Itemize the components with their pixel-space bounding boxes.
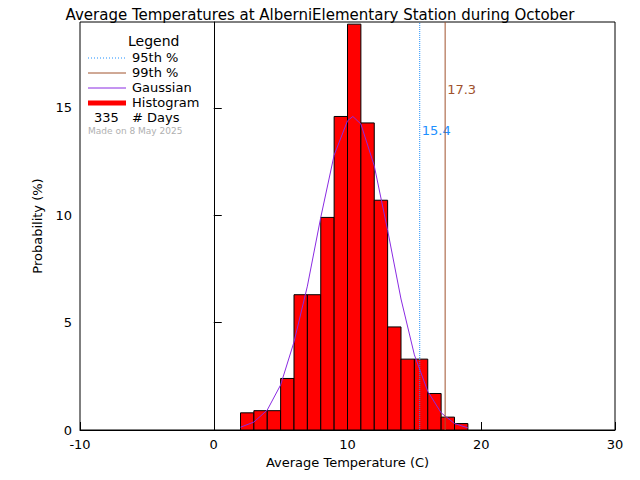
svg-text:335: 335 [94, 110, 119, 125]
svg-text:30: 30 [607, 437, 624, 452]
svg-text:Probability (%): Probability (%) [30, 178, 45, 273]
svg-text:# Days: # Days [132, 110, 180, 125]
svg-text:99th %: 99th % [132, 65, 178, 80]
svg-text:10: 10 [339, 437, 356, 452]
svg-text:Average Temperatures at Albern: Average Temperatures at AlberniElementar… [66, 6, 576, 24]
svg-text:5: 5 [64, 315, 72, 330]
svg-text:20: 20 [473, 437, 490, 452]
svg-text:10: 10 [55, 208, 72, 223]
svg-text:15.4: 15.4 [422, 123, 451, 138]
svg-text:0: 0 [64, 423, 72, 438]
svg-text:0: 0 [210, 437, 218, 452]
svg-text:Histogram: Histogram [132, 95, 199, 110]
svg-text:Average Temperature (C): Average Temperature (C) [266, 455, 429, 470]
svg-text:Gaussian: Gaussian [132, 80, 192, 95]
svg-text:95th %: 95th % [132, 50, 178, 65]
svg-text:17.3: 17.3 [447, 82, 476, 97]
svg-text:15: 15 [55, 100, 72, 115]
svg-text:Made on 8 May 2025: Made on 8 May 2025 [88, 126, 182, 136]
svg-text:-10: -10 [69, 437, 90, 452]
svg-text:Legend: Legend [128, 33, 179, 49]
